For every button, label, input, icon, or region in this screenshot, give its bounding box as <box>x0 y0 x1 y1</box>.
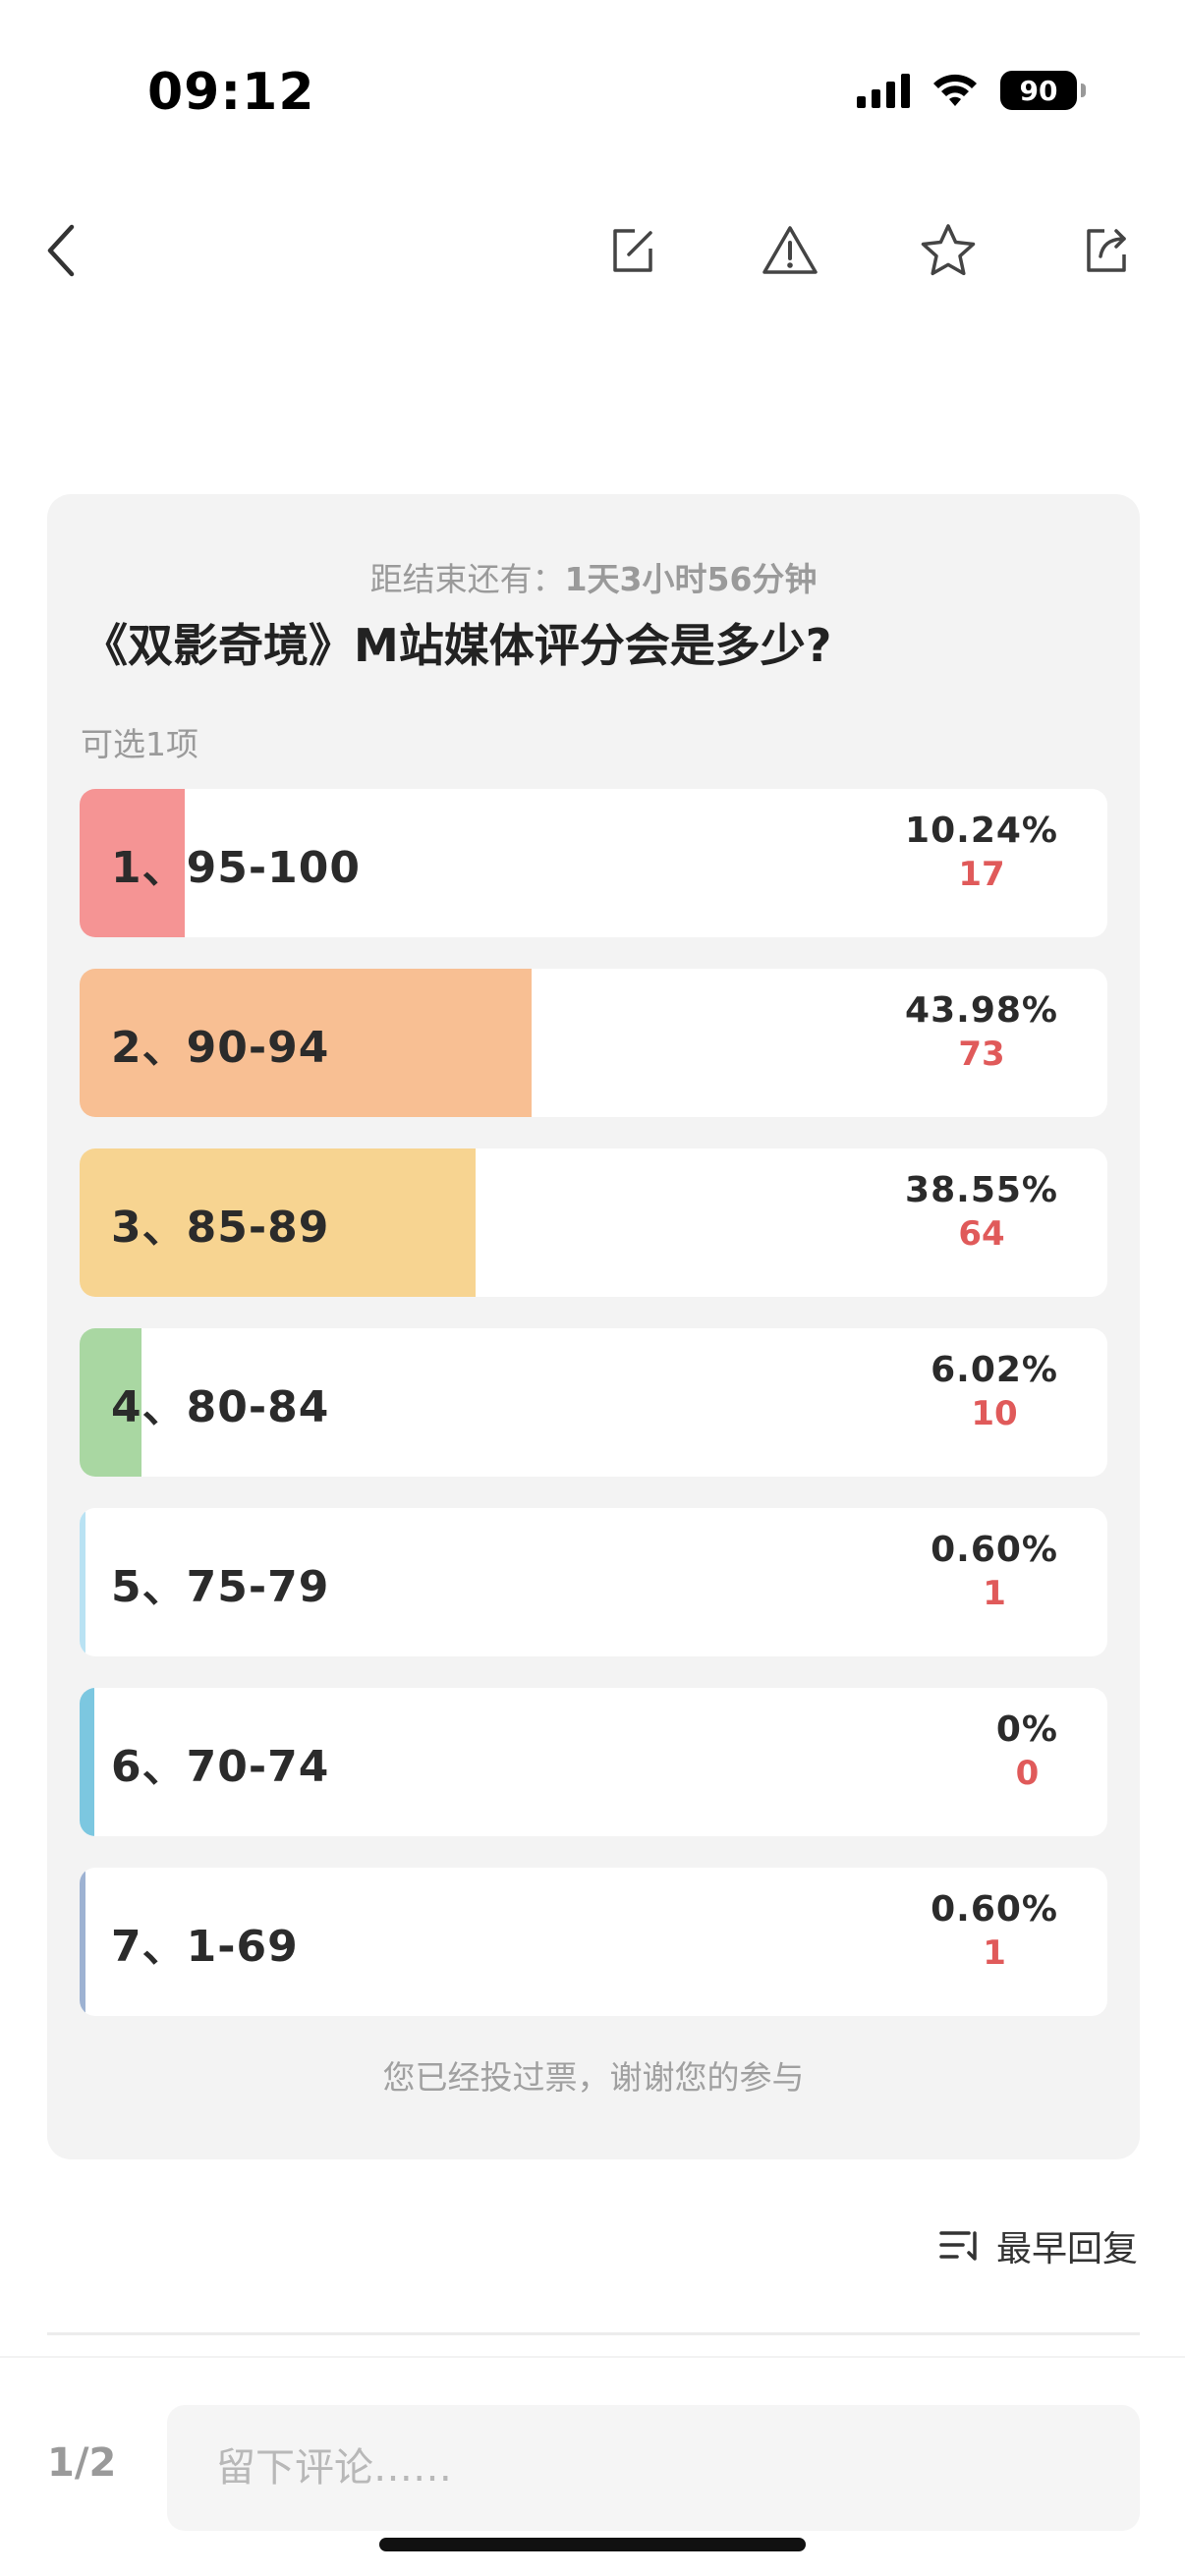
option-stats: 38.55% 64 <box>905 1170 1058 1254</box>
poll-hint: 可选1项 <box>81 725 198 763</box>
option-percent: 10.24% <box>905 811 1058 851</box>
option-count: 73 <box>958 1035 1005 1074</box>
option-result-bar <box>80 1508 86 1656</box>
option-label: 4、80-84 <box>111 1381 330 1432</box>
option-count: 1 <box>983 1574 1006 1613</box>
option-stats: 0.60% 1 <box>931 1889 1058 1973</box>
top-nav <box>0 196 1185 305</box>
bottom-bar: 1/2 <box>0 2356 1185 2576</box>
option-result-bar <box>80 1328 141 1477</box>
option-count: 1 <box>983 1933 1006 1973</box>
option-count: 17 <box>958 855 1005 894</box>
option-percent: 43.98% <box>905 990 1058 1031</box>
option-count: 64 <box>958 1214 1005 1254</box>
warning-icon <box>762 226 818 274</box>
option-count: 10 <box>971 1394 1018 1433</box>
option-result-bar <box>80 789 186 937</box>
chevron-left-icon <box>47 224 75 277</box>
option-percent: 6.02% <box>931 1350 1058 1390</box>
comment-input[interactable] <box>167 2405 1140 2531</box>
option-result-bar <box>80 1688 94 1836</box>
page-indicator[interactable]: 1/2 <box>47 2440 117 2486</box>
option-stats: 0.60% 1 <box>931 1530 1058 1613</box>
option-percent: 38.55% <box>905 1170 1058 1210</box>
star-icon <box>921 224 976 276</box>
option-result-bar <box>80 969 533 1117</box>
favorite-button[interactable] <box>914 216 983 285</box>
option-label: 5、75-79 <box>111 1561 330 1612</box>
battery-icon: 90 <box>1000 71 1086 110</box>
share-button[interactable] <box>1072 216 1141 285</box>
option-label: 1、95-100 <box>111 842 361 893</box>
status-icons: 90 <box>857 71 1086 110</box>
signal-icon <box>857 73 910 108</box>
edit-icon <box>613 229 652 272</box>
poll-card: 距结束还有：1天3小时56分钟 《双影奇境》M站媒体评分会是多少? 可选1项 1… <box>47 494 1140 2159</box>
poll-option-4[interactable]: 4、80-84 6.02% 10 <box>80 1328 1107 1477</box>
option-percent: 0% <box>995 1709 1058 1750</box>
option-stats: 6.02% 10 <box>931 1350 1058 1433</box>
countdown-prefix: 距结束还有： <box>369 560 565 598</box>
home-indicator <box>379 2538 806 2551</box>
wifi-icon <box>933 74 977 106</box>
poll-option-7[interactable]: 7、1-69 0.60% 1 <box>80 1868 1107 2016</box>
option-label: 3、85-89 <box>111 1202 330 1253</box>
divider <box>47 2332 1140 2335</box>
poll-option-1[interactable]: 1、95-100 10.24% 17 <box>80 789 1107 937</box>
option-stats: 10.24% 17 <box>905 811 1058 894</box>
option-stats: 0% 0 <box>996 1709 1058 1793</box>
poll-option-3[interactable]: 3、85-89 38.55% 64 <box>80 1148 1107 1297</box>
back-button[interactable] <box>28 216 96 285</box>
sort-icon <box>939 2231 977 2261</box>
sort-button[interactable]: 最早回复 <box>939 2220 1138 2271</box>
sort-label: 最早回复 <box>995 2229 1138 2269</box>
option-label: 6、70-74 <box>111 1741 330 1792</box>
option-stats: 43.98% 73 <box>905 990 1058 1074</box>
option-result-bar <box>80 1868 86 2016</box>
option-label: 2、90-94 <box>111 1022 330 1073</box>
voted-note: 您已经投过票，谢谢您的参与 <box>382 2058 805 2097</box>
option-result-bar <box>80 1148 477 1297</box>
option-percent: 0.60% <box>931 1530 1058 1570</box>
countdown-value: 1天3小时56分钟 <box>564 560 818 598</box>
poll-countdown: 距结束还有：1天3小时56分钟 <box>47 553 1140 600</box>
poll-option-6[interactable]: 6、70-74 0% 0 <box>80 1688 1107 1836</box>
battery-level: 90 <box>1019 74 1058 107</box>
poll-option-5[interactable]: 5、75-79 0.60% 1 <box>80 1508 1107 1656</box>
option-label: 7、1-69 <box>111 1921 299 1972</box>
report-button[interactable] <box>756 216 824 285</box>
poll-option-2[interactable]: 2、90-94 43.98% 73 <box>80 969 1107 1117</box>
share-icon <box>1087 229 1126 272</box>
status-time: 09:12 <box>147 63 315 122</box>
poll-title: 《双影奇境》M站媒体评分会是多少? <box>83 619 832 672</box>
option-percent: 0.60% <box>931 1889 1058 1930</box>
edit-button[interactable] <box>598 216 667 285</box>
status-bar: 09:12 90 <box>0 0 1185 187</box>
option-count: 0 <box>1015 1754 1040 1793</box>
